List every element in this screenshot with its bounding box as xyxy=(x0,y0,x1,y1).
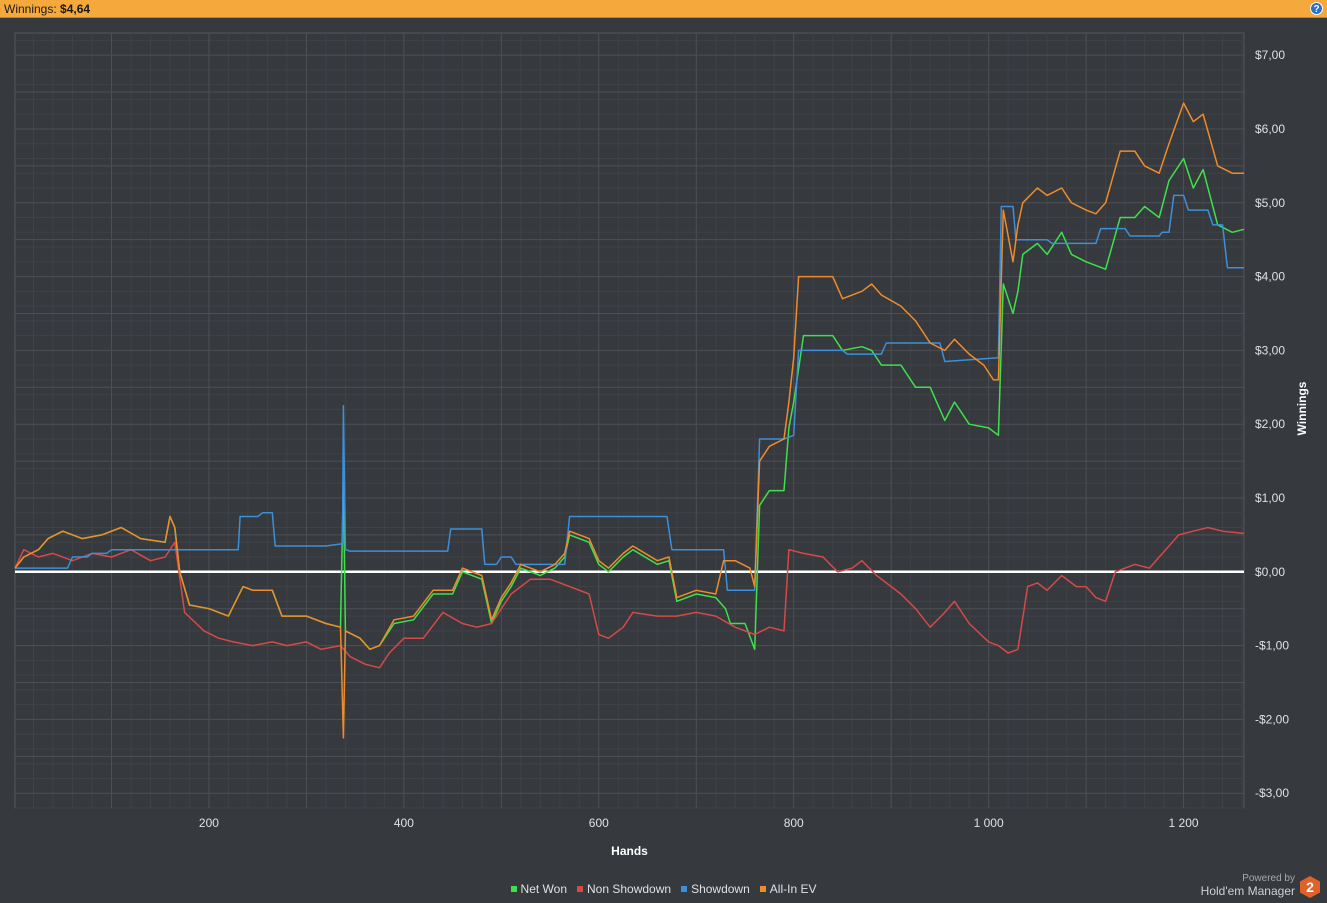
series-line-all-in-ev xyxy=(14,102,1244,739)
legend-swatch xyxy=(759,885,766,892)
legend-item-showdown[interactable]: Showdown xyxy=(681,882,750,896)
series-line-showdown xyxy=(15,194,1244,592)
x-tick-label: 800 xyxy=(784,816,804,830)
plot-area xyxy=(14,32,1245,809)
y-tick-label: $2,00 xyxy=(1255,417,1285,431)
legend-label: Showdown xyxy=(691,882,750,896)
y-tick-label: $0,00 xyxy=(1255,565,1285,579)
y-tick-label: -$3,00 xyxy=(1255,786,1289,800)
y-tick-label: $3,00 xyxy=(1255,343,1285,357)
x-axis-label: Hands xyxy=(611,844,648,858)
winnings-title: Winnings: $4,64 xyxy=(4,2,90,16)
x-tick-label: 1 200 xyxy=(1169,816,1199,830)
hm2-logo: 2 xyxy=(1300,876,1320,898)
legend-label: Net Won xyxy=(520,882,567,896)
y-tick-label: $4,00 xyxy=(1255,270,1285,284)
winnings-label: Winnings: xyxy=(4,2,57,16)
legend-swatch xyxy=(681,885,688,892)
y-axis-label: Winnings xyxy=(1295,381,1309,435)
x-tick-label: 1 000 xyxy=(974,816,1004,830)
x-tick-label: 600 xyxy=(589,816,609,830)
y-tick-label: $5,00 xyxy=(1255,196,1285,210)
chart-legend: Net Won Non Showdown Showdown All-In EV xyxy=(0,882,1327,896)
y-tick-label: $6,00 xyxy=(1255,122,1285,136)
powered-by-text: Powered by xyxy=(1242,873,1295,884)
winnings-value: $4,64 xyxy=(60,2,91,16)
y-tick-label: $1,00 xyxy=(1255,491,1285,505)
legend-label: All-In EV xyxy=(769,882,817,896)
legend-item-non-showdown[interactable]: Non Showdown xyxy=(577,882,671,896)
question-icon[interactable]: ? xyxy=(1310,2,1323,15)
legend-swatch xyxy=(577,885,583,892)
brand-block: Powered by Hold'em Manager 2 xyxy=(1161,870,1321,900)
legend-item-all-in-ev[interactable]: All-In EV xyxy=(759,882,817,896)
logo-digit: 2 xyxy=(1306,879,1314,895)
legend-swatch xyxy=(510,885,517,892)
x-tick-label: 400 xyxy=(394,816,414,830)
x-tick-label: 200 xyxy=(199,816,219,830)
y-tick-label: $7,00 xyxy=(1255,48,1285,62)
product-name: Hold'em Manager xyxy=(1200,884,1295,898)
legend-label: Non Showdown xyxy=(587,882,672,896)
legend-item-net-won[interactable]: Net Won xyxy=(510,882,567,896)
header-bar: Winnings: $4,64 ? xyxy=(0,0,1327,18)
y-tick-label: -$1,00 xyxy=(1255,639,1289,653)
y-tick-label: -$2,00 xyxy=(1255,712,1289,726)
series-line-non-showdown xyxy=(14,526,1245,669)
winnings-chart: 200 400 600 800 1 000 1 200 -$3,00 -$2,00 -$1,00… xyxy=(14,32,1309,858)
